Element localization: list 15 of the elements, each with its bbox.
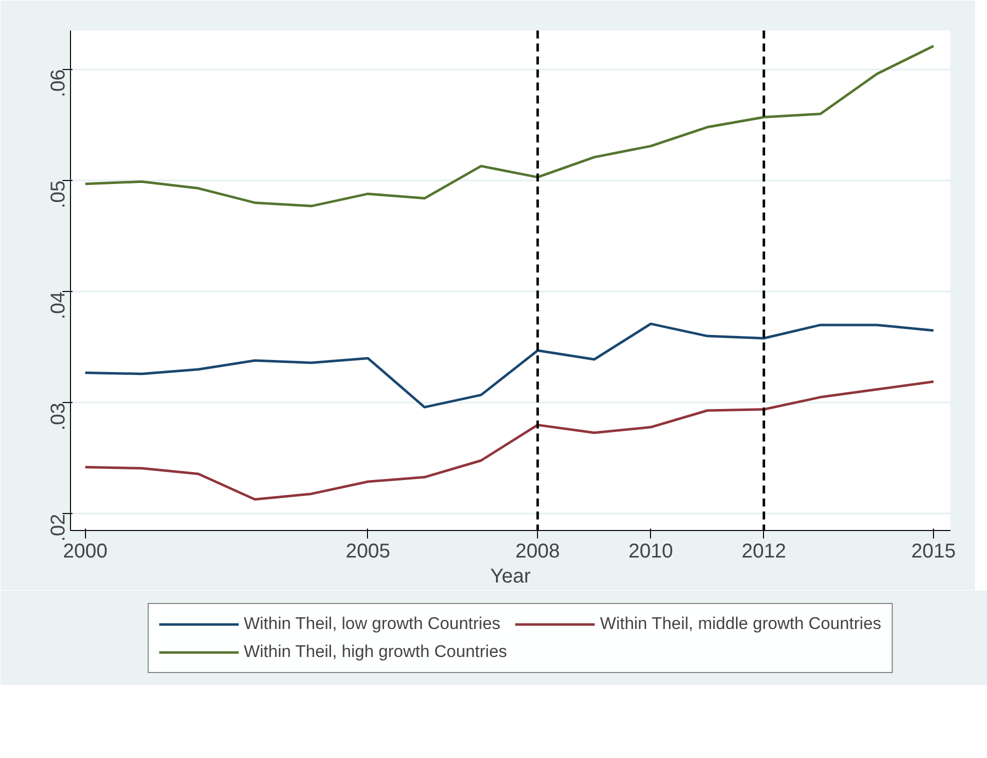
x-tick-label: 2000 bbox=[62, 540, 108, 562]
y-tick-label: .06 bbox=[48, 69, 70, 98]
x-tick-label: 2012 bbox=[742, 540, 786, 562]
x-tick-label: 2010 bbox=[628, 540, 674, 562]
x-tick-label: 2005 bbox=[346, 540, 390, 562]
x-tick-label: 2008 bbox=[515, 540, 560, 562]
y-tick-label: .04 bbox=[48, 292, 70, 320]
legend-label: Within Theil, high growth Countries bbox=[244, 642, 508, 662]
legend-label: Within Theil, middle growth Countries bbox=[600, 614, 882, 634]
y-tick-label: .05 bbox=[48, 180, 70, 208]
x-tick-label: 2015 bbox=[911, 540, 956, 562]
y-tick-label: .03 bbox=[48, 402, 70, 431]
x-axis-title: Year bbox=[490, 566, 532, 588]
legend-label: Within Theil, low growth Countries bbox=[244, 614, 500, 634]
y-tick-label: .02 bbox=[48, 514, 70, 542]
